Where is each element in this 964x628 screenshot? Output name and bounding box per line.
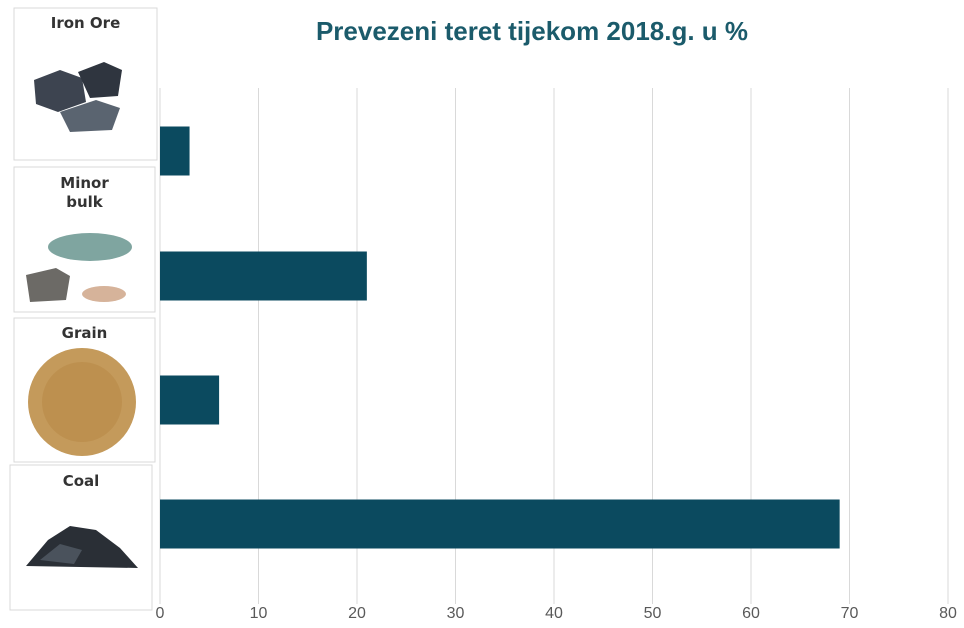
x-tick-label: 50 (644, 605, 662, 622)
category-label-box: Grain (61, 324, 108, 342)
bar (160, 251, 367, 301)
x-tick-label: 30 (447, 605, 465, 622)
chart-title: Prevezeni teret tijekom 2018.g. u % (316, 16, 748, 46)
category-label: Iron Ore (50, 14, 121, 32)
bulk-pile (48, 233, 132, 261)
category-label: Grain (61, 324, 108, 342)
x-tick-label: 40 (545, 605, 563, 622)
bar (160, 499, 840, 549)
bulk-pile (82, 286, 126, 302)
x-tick-label: 80 (939, 605, 957, 622)
category-label: Minor bulk (60, 174, 109, 211)
x-tick-label: 20 (348, 605, 366, 622)
category-label-box: Minor bulk (60, 174, 109, 211)
coal-pile (40, 544, 82, 564)
x-tick-label: 10 (250, 605, 268, 622)
bar (160, 126, 190, 176)
ore-rock (78, 62, 122, 98)
category-label-box: Iron Ore (50, 14, 121, 32)
x-tick-label: 70 (841, 605, 859, 622)
x-tick-label: 60 (742, 605, 760, 622)
category-label-box: Coal (62, 472, 100, 490)
category-label: Coal (62, 472, 100, 490)
grain-pile (42, 362, 122, 442)
ore-rock (60, 100, 120, 132)
bar (160, 375, 220, 425)
x-tick-label: 0 (156, 605, 165, 622)
bulk-rock (26, 268, 70, 302)
category-cards (9, 7, 158, 611)
ore-rock (34, 70, 86, 112)
